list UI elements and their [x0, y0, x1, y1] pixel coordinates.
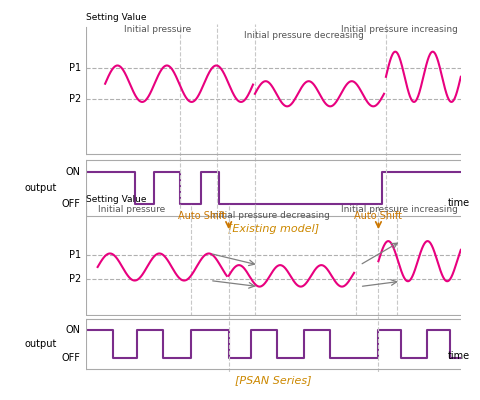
- Text: Initial pressure increasing: Initial pressure increasing: [341, 205, 458, 214]
- Text: Initial pressure: Initial pressure: [124, 25, 191, 34]
- Text: time: time: [448, 351, 470, 362]
- Text: P2: P2: [69, 274, 81, 284]
- Text: [PSAN Series]: [PSAN Series]: [235, 375, 312, 385]
- Text: Initial pressure decreasing: Initial pressure decreasing: [244, 31, 363, 40]
- Text: OFF: OFF: [62, 199, 81, 209]
- Text: OFF: OFF: [62, 353, 81, 363]
- Text: P2: P2: [69, 94, 81, 104]
- Text: P1: P1: [69, 63, 81, 73]
- Text: Initial pressure decreasing: Initial pressure decreasing: [210, 211, 330, 220]
- Text: Auto Shift: Auto Shift: [179, 211, 227, 221]
- Text: ON: ON: [66, 325, 81, 335]
- Text: [Existing model]: [Existing model]: [228, 224, 319, 234]
- Text: output: output: [24, 339, 57, 349]
- Text: output: output: [24, 183, 57, 193]
- Text: ON: ON: [66, 167, 81, 177]
- Text: Setting Value: Setting Value: [86, 194, 147, 204]
- Text: Auto Shift: Auto Shift: [354, 211, 402, 221]
- Text: P1: P1: [69, 250, 81, 260]
- Text: Setting Value: Setting Value: [86, 14, 147, 22]
- Text: Initial pressure increasing: Initial pressure increasing: [341, 25, 458, 34]
- Text: Initial pressure: Initial pressure: [97, 205, 165, 214]
- Text: time: time: [448, 198, 470, 208]
